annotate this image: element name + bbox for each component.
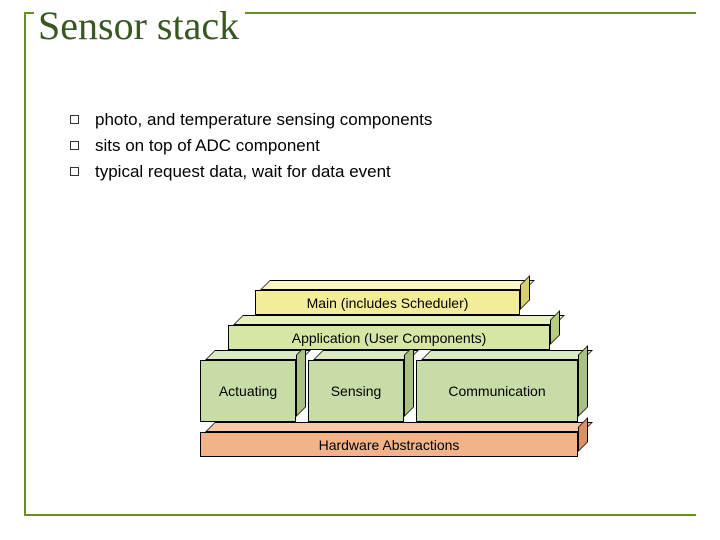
stack-layer-application: Application (User Components) [228,315,560,350]
layer-front-face: Communication [416,360,578,422]
layer-top-face [260,280,535,290]
bullet-list: photo, and temperature sensing component… [70,110,630,188]
layer-side-face [578,345,588,417]
stack-diagram: Hardware Abstractions Communication Sensin… [200,280,600,470]
bullet-text: photo, and temperature sensing component… [95,110,432,130]
layer-front-face: Main (includes Scheduler) [255,290,520,315]
layer-top-face [233,315,565,325]
stack-layer-hardware: Hardware Abstractions [200,422,588,457]
layer-front-face: Application (User Components) [228,325,550,350]
layer-front-face: Actuating [200,360,296,422]
bullet-item: sits on top of ADC component [70,136,630,156]
bullet-text: typical request data, wait for data even… [95,162,391,182]
layer-label: Actuating [219,383,277,399]
layer-front-face: Sensing [308,360,404,422]
slide-title: Sensor stack [34,2,245,49]
layer-label: Sensing [331,383,382,399]
layer-top-face [421,350,593,360]
bullet-item: photo, and temperature sensing component… [70,110,630,130]
stack-layer-actuating: Actuating [200,350,306,422]
bullet-text: sits on top of ADC component [95,136,320,156]
layer-label: Main (includes Scheduler) [307,295,469,311]
layer-side-face [404,345,414,417]
frame-border-left [24,12,26,516]
frame-border-bottom [24,514,696,516]
stack-layer-communication: Communication [416,350,588,422]
layer-label: Hardware Abstractions [319,437,460,453]
bullet-item: typical request data, wait for data even… [70,162,630,182]
square-bullet-icon [70,115,79,124]
layer-top-face [205,422,593,432]
layer-label: Application (User Components) [292,330,487,346]
layer-front-face: Hardware Abstractions [200,432,578,457]
square-bullet-icon [70,167,79,176]
square-bullet-icon [70,141,79,150]
layer-label: Communication [448,383,545,399]
slide: Sensor stack photo, and temperature sens… [0,0,720,540]
stack-layer-main: Main (includes Scheduler) [255,280,530,315]
layer-side-face [296,345,306,417]
stack-layer-sensing: Sensing [308,350,414,422]
